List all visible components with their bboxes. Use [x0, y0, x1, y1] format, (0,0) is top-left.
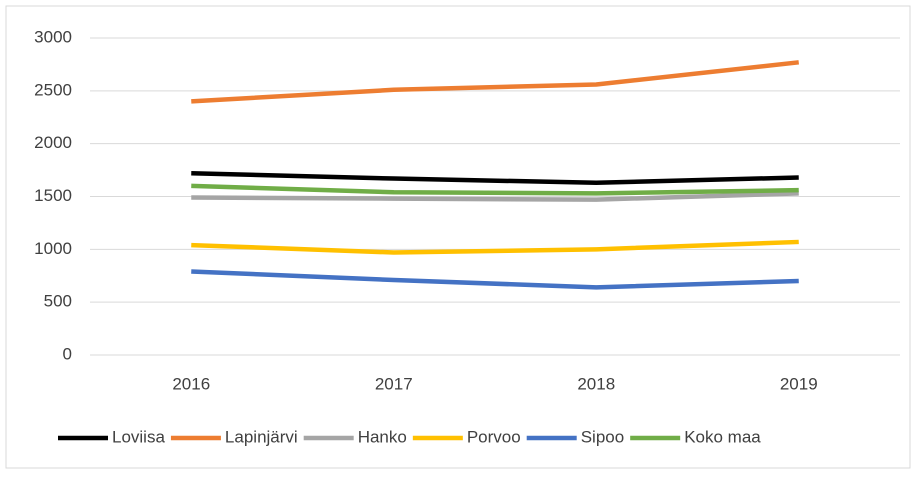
- legend-label: Lapinjärvi: [225, 427, 298, 446]
- series-line: [191, 60, 799, 104]
- series-line: [191, 171, 799, 186]
- x-tick-label: 2017: [375, 374, 413, 393]
- y-tick-label: 2000: [34, 133, 72, 152]
- series-line: [191, 191, 799, 202]
- x-tick-label: 2019: [780, 374, 818, 393]
- y-tick-label: 1000: [34, 239, 72, 258]
- legend-label: Loviisa: [112, 427, 165, 446]
- x-tick-label: 2018: [577, 374, 615, 393]
- legend-label: Hanko: [358, 427, 407, 446]
- y-tick-label: 1500: [34, 186, 72, 205]
- y-tick-label: 500: [44, 292, 72, 311]
- series-line: [191, 269, 799, 290]
- legend-label: Sipoo: [581, 427, 624, 446]
- chart-border: [5, 5, 911, 469]
- legend-label: Porvoo: [467, 427, 521, 446]
- y-tick-label: 0: [63, 344, 72, 363]
- x-tick-label: 2016: [172, 374, 210, 393]
- y-tick-label: 2500: [34, 80, 72, 99]
- legend-label: Koko maa: [684, 427, 761, 446]
- series-line: [191, 183, 799, 196]
- series-line: [191, 239, 799, 255]
- y-tick-label: 3000: [34, 27, 72, 46]
